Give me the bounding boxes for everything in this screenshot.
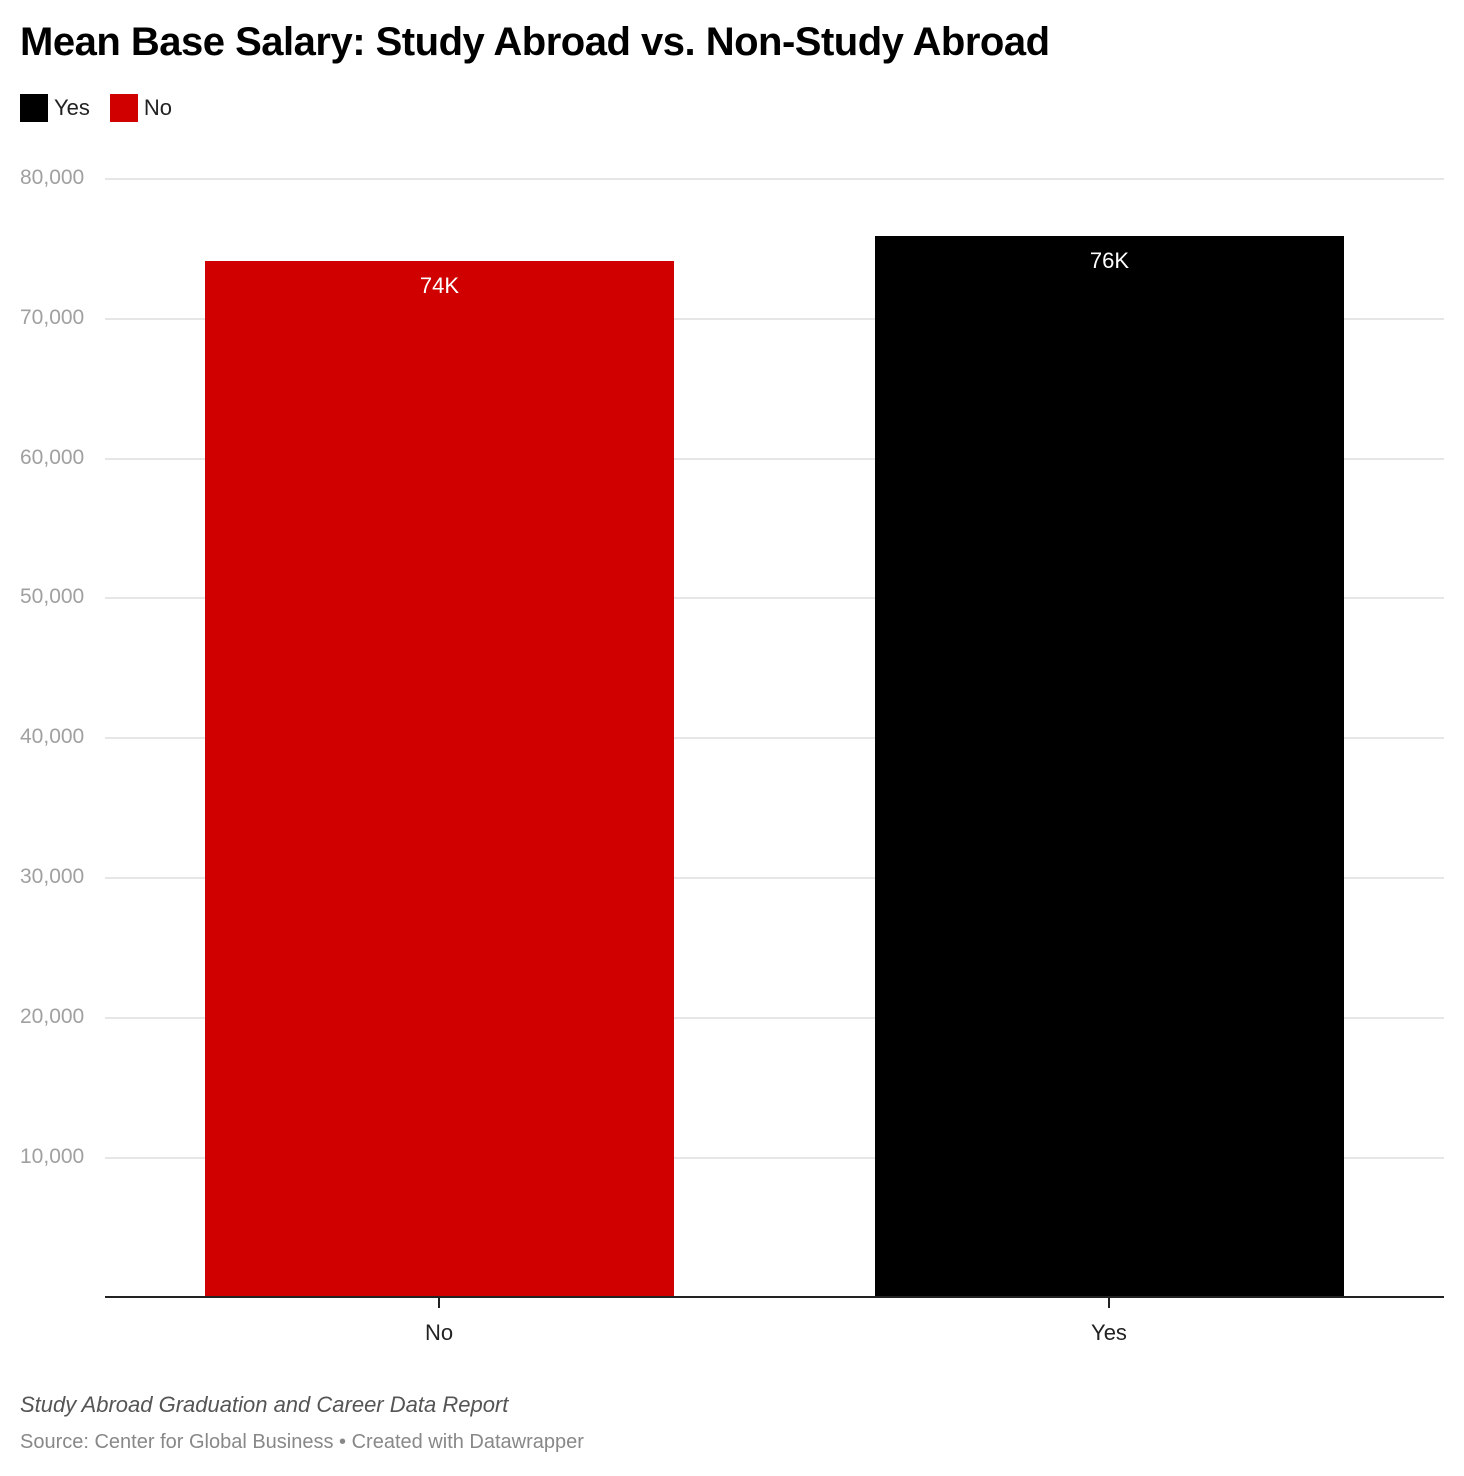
gridline-60000 bbox=[105, 458, 1444, 460]
legend-item-no: No bbox=[109, 94, 173, 122]
gridline-40000 bbox=[105, 737, 1444, 739]
y-tick-label: 80,000 bbox=[20, 166, 85, 189]
legend-label-yes: Yes bbox=[54, 95, 90, 120]
chart-notes: Study Abroad Graduation and Career Data … bbox=[20, 1392, 509, 1417]
bar-value-label-no: 74K bbox=[419, 273, 460, 298]
x-tick-yes bbox=[1108, 1298, 1110, 1308]
x-axis-line bbox=[105, 1296, 1444, 1298]
bar-value-label-yes: 76K bbox=[1089, 248, 1130, 273]
y-tick-label: 20,000 bbox=[20, 1005, 85, 1028]
legend-swatch-no bbox=[109, 94, 138, 122]
bar-no: 74K bbox=[205, 261, 674, 1297]
y-tick-label: 30,000 bbox=[20, 865, 85, 888]
gridline-70000 bbox=[105, 318, 1444, 320]
x-tick-no bbox=[438, 1298, 440, 1308]
gridline-50000 bbox=[105, 597, 1444, 599]
legend: Yes No bbox=[20, 94, 186, 122]
gridline-10000 bbox=[105, 1157, 1444, 1159]
legend-label-no: No bbox=[143, 95, 173, 120]
x-label-yes: Yes bbox=[1091, 1320, 1127, 1345]
chart-source: Source: Center for Global Business • Cre… bbox=[20, 1431, 584, 1453]
y-tick-label: 60,000 bbox=[20, 446, 85, 469]
y-tick-label: 40,000 bbox=[20, 725, 85, 748]
gridline-20000 bbox=[105, 1017, 1444, 1019]
y-tick-label: 10,000 bbox=[20, 1145, 85, 1168]
gridline-30000 bbox=[105, 877, 1444, 879]
chart-title: Mean Base Salary: Study Abroad vs. Non-S… bbox=[20, 20, 1050, 64]
y-tick-label: 50,000 bbox=[20, 585, 85, 608]
legend-item-yes: Yes bbox=[20, 94, 90, 122]
y-tick-label: 70,000 bbox=[20, 306, 85, 329]
legend-swatch-yes bbox=[20, 94, 48, 122]
bar-yes: 76K bbox=[875, 236, 1344, 1297]
gridline-80000 bbox=[105, 178, 1444, 180]
x-label-no: No bbox=[424, 1320, 454, 1345]
